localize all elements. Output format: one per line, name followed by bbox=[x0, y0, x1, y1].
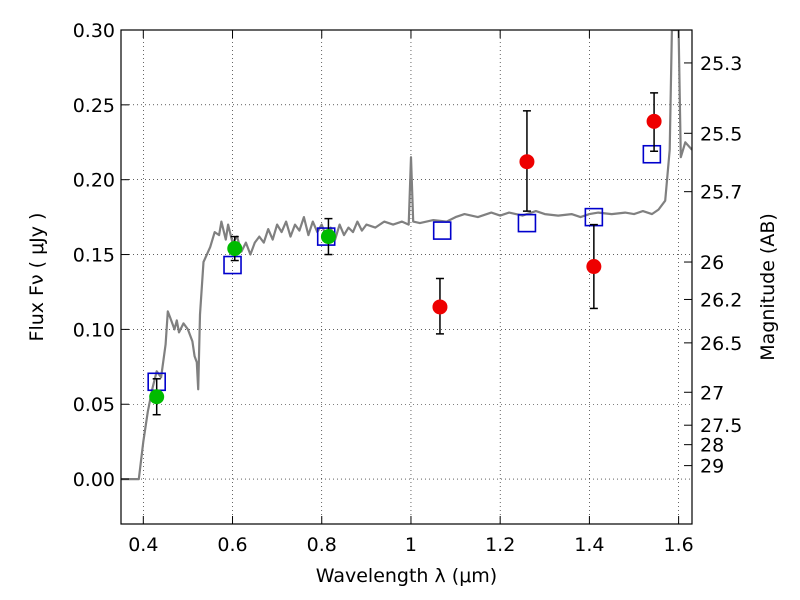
right-tick-label: 28 bbox=[700, 435, 724, 457]
observed-flux-point bbox=[519, 154, 535, 170]
model-flux-square bbox=[642, 144, 662, 164]
observed-flux-point bbox=[320, 229, 336, 245]
right-tick-label: 26.5 bbox=[700, 333, 742, 355]
right-tick-label: 25.5 bbox=[700, 123, 742, 145]
right-tick-label: 25.3 bbox=[700, 53, 742, 75]
y-tick-label: 0.30 bbox=[73, 20, 115, 42]
right-axis-title: Magnitude (AB) bbox=[757, 213, 779, 361]
observed-flux-point bbox=[432, 299, 448, 315]
right-tick-label: 27.5 bbox=[700, 415, 742, 437]
x-axis-title: Wavelength λ (μm) bbox=[316, 565, 497, 587]
right-tick-label: 26 bbox=[700, 252, 724, 274]
x-tick-label: 0.4 bbox=[128, 534, 158, 556]
y-tick-label: 0.15 bbox=[73, 245, 115, 267]
y-tick-label: 0.20 bbox=[73, 170, 115, 192]
y-axis-title: Flux Fν ( μJy ) bbox=[26, 213, 48, 342]
right-tick-label: 29 bbox=[700, 456, 724, 478]
y-tick-label: 0.25 bbox=[73, 95, 115, 117]
right-tick-label: 26.2 bbox=[700, 289, 742, 311]
x-tick-label: 1.2 bbox=[485, 534, 515, 556]
right-tick-label: 27 bbox=[700, 382, 724, 404]
observed-flux-point bbox=[646, 113, 662, 129]
observed-flux-point bbox=[227, 241, 243, 257]
model-flux-square bbox=[517, 213, 537, 233]
model-flux-square bbox=[223, 255, 242, 275]
y-tick-label: 0.00 bbox=[73, 469, 115, 491]
x-tick-label: 0.6 bbox=[217, 534, 247, 556]
y-tick-label: 0.10 bbox=[73, 319, 115, 341]
model-flux-square bbox=[432, 221, 452, 240]
right-tick-label: 25.7 bbox=[700, 182, 742, 204]
observed-flux-point bbox=[586, 259, 602, 275]
y-tick-label: 0.05 bbox=[73, 394, 115, 416]
x-tick-label: 1.4 bbox=[574, 534, 604, 556]
plot-frame bbox=[120, 29, 693, 525]
axis-ticks: 0.4 0.6 0.8 1 1.2 1.4 1.6 0.00 0.05 0.10 0.15 0.20 0… bbox=[73, 20, 743, 556]
observed-flux-point bbox=[149, 389, 165, 405]
x-tick-label: 1 bbox=[405, 534, 417, 556]
plot-series bbox=[121, 30, 692, 481]
x-tick-label: 0.8 bbox=[307, 534, 337, 556]
x-tick-label: 1.6 bbox=[664, 534, 694, 556]
